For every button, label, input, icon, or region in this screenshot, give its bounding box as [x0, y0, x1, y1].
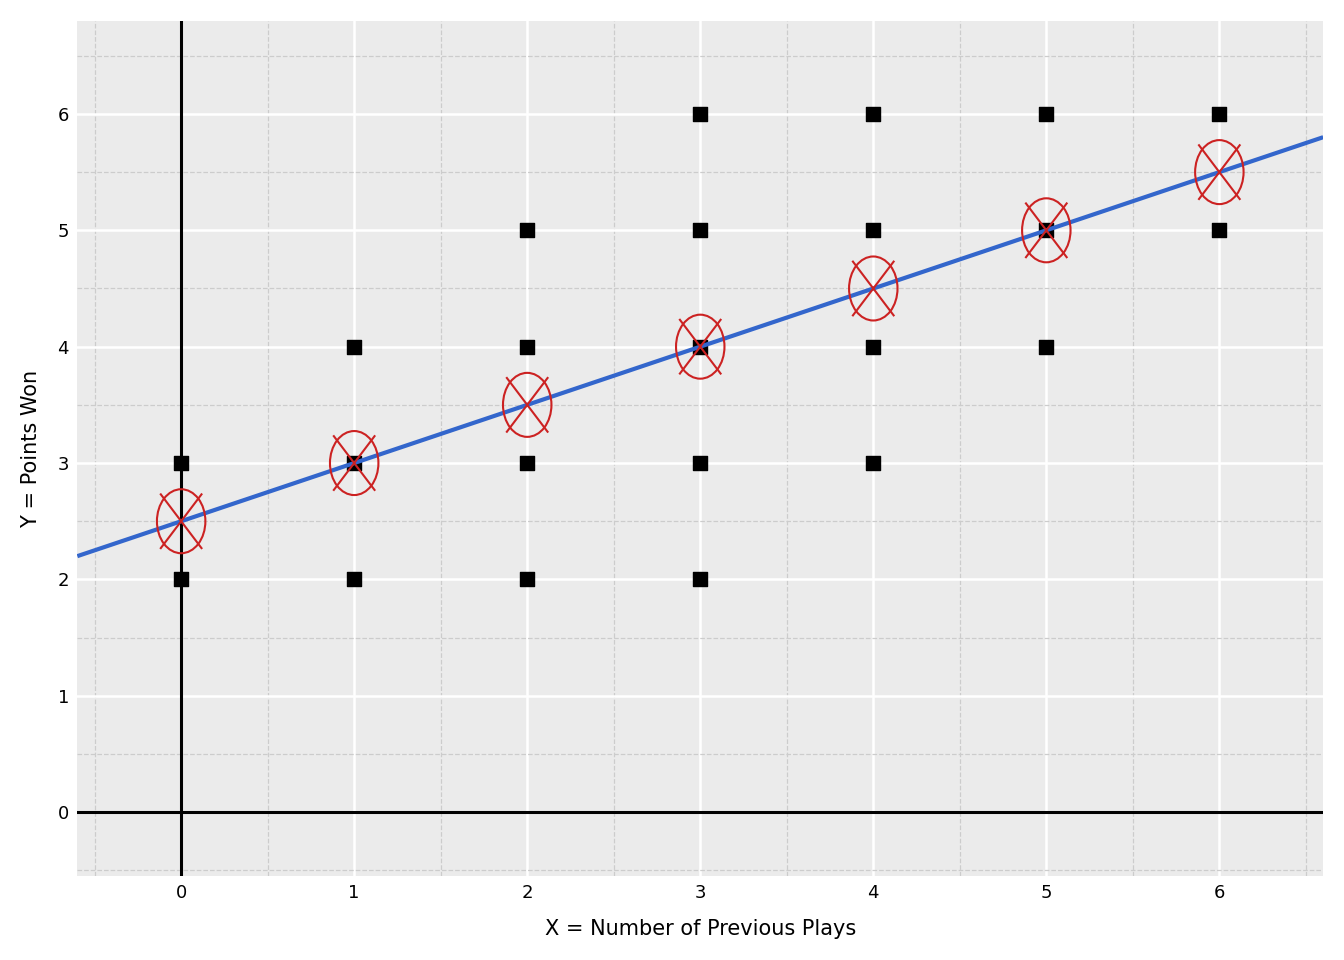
Point [689, 223, 711, 238]
Point [516, 455, 538, 470]
Point [689, 455, 711, 470]
X-axis label: X = Number of Previous Plays: X = Number of Previous Plays [544, 919, 856, 939]
Point [1036, 339, 1058, 354]
Point [171, 572, 192, 588]
Point [516, 223, 538, 238]
Point [171, 455, 192, 470]
Point [344, 572, 366, 588]
Point [1208, 223, 1230, 238]
Point [689, 572, 711, 588]
Point [516, 572, 538, 588]
Point [689, 107, 711, 122]
Point [863, 455, 884, 470]
Point [344, 339, 366, 354]
Point [1208, 107, 1230, 122]
Point [689, 339, 711, 354]
Point [1036, 107, 1058, 122]
Point [1036, 223, 1058, 238]
Point [863, 107, 884, 122]
Y-axis label: Y = Points Won: Y = Points Won [22, 370, 40, 528]
Point [516, 339, 538, 354]
Point [863, 223, 884, 238]
Point [344, 455, 366, 470]
Point [863, 339, 884, 354]
